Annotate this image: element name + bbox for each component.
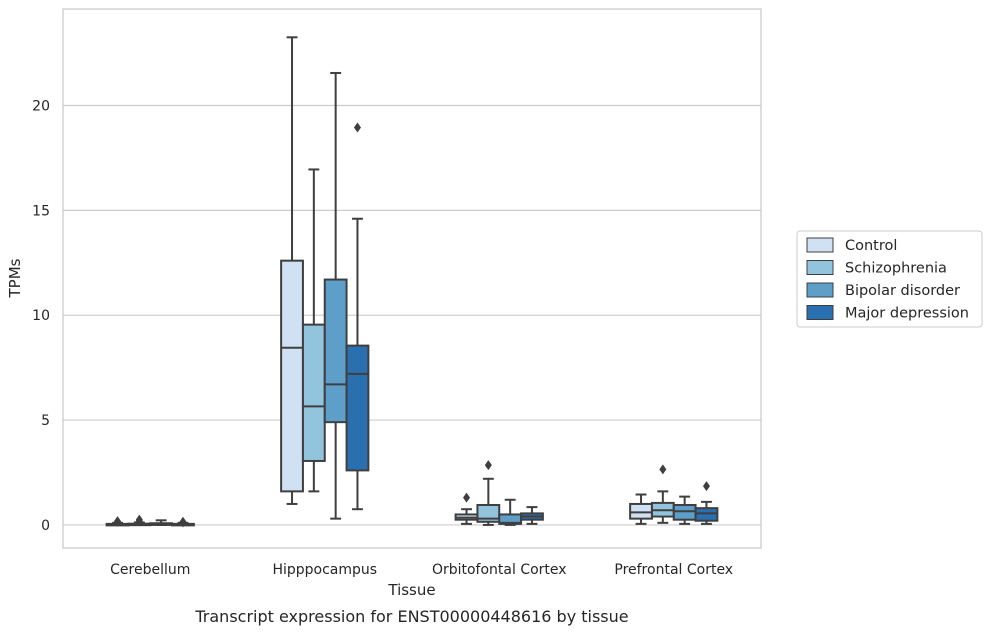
y-tick-label: 5 xyxy=(41,413,50,429)
legend-swatch xyxy=(806,305,834,320)
outlier-point xyxy=(659,464,667,475)
legend-label: Bipolar disorder xyxy=(845,283,960,299)
outlier-point xyxy=(114,516,122,527)
box-major-depression xyxy=(694,481,719,525)
box-body xyxy=(476,504,501,523)
x-tick-label: Cerebellum xyxy=(110,562,190,578)
outlier-point xyxy=(484,460,492,471)
box-major-depression xyxy=(520,506,544,525)
box-major-depression xyxy=(345,122,370,511)
y-axis-ticks: 0 5 10 15 20 xyxy=(32,98,50,533)
box-body xyxy=(672,504,697,521)
box-groups xyxy=(105,36,719,528)
box-body xyxy=(323,278,348,424)
box-body xyxy=(345,344,370,472)
legend-label: Schizophrenia xyxy=(845,261,947,277)
x-axis-label: Tissue xyxy=(387,581,435,599)
chart-caption: Transcript expression for ENST0000044861… xyxy=(194,607,628,626)
outlier-point xyxy=(702,481,710,492)
y-tick-label: 15 xyxy=(32,203,50,219)
y-tick-label: 0 xyxy=(41,518,50,534)
box-control xyxy=(454,492,479,525)
box-major-depression xyxy=(171,516,195,528)
y-tick-label: 10 xyxy=(32,308,50,324)
outlier-point xyxy=(463,492,471,503)
y-axis-label: TPMs xyxy=(6,258,24,298)
legend: Control Schizophrenia Bipolar disorder Majo… xyxy=(796,230,983,328)
legend-frame xyxy=(796,230,983,328)
box-body xyxy=(694,507,719,522)
box-bipolar-disorder xyxy=(323,71,348,520)
outlier-point xyxy=(179,516,187,527)
plot-frame xyxy=(62,8,762,549)
legend-swatch xyxy=(806,282,834,298)
x-axis-ticks: Cerebellum Hipppocampus Orbitofontal Corte… xyxy=(110,562,733,578)
box-schizophrenia xyxy=(476,460,501,526)
legend-label: Major depression xyxy=(845,306,969,322)
outlier-point xyxy=(135,514,143,525)
box-body xyxy=(280,259,304,493)
x-tick-label: Hipppocampus xyxy=(272,562,377,578)
legend-label: Control xyxy=(845,238,897,254)
x-tick-label: Orbitofontal Cortex xyxy=(432,562,567,578)
y-tick-label: 20 xyxy=(32,98,50,114)
legend-swatch xyxy=(806,260,834,275)
box-control xyxy=(629,493,653,525)
box-control xyxy=(105,516,130,527)
box-body xyxy=(301,323,326,462)
x-tick-label: Prefrontal Cortex xyxy=(614,562,733,578)
legend-swatch xyxy=(806,237,834,253)
outlier-point xyxy=(353,122,361,133)
box-schizophrenia xyxy=(650,464,675,524)
box-body xyxy=(629,502,653,520)
